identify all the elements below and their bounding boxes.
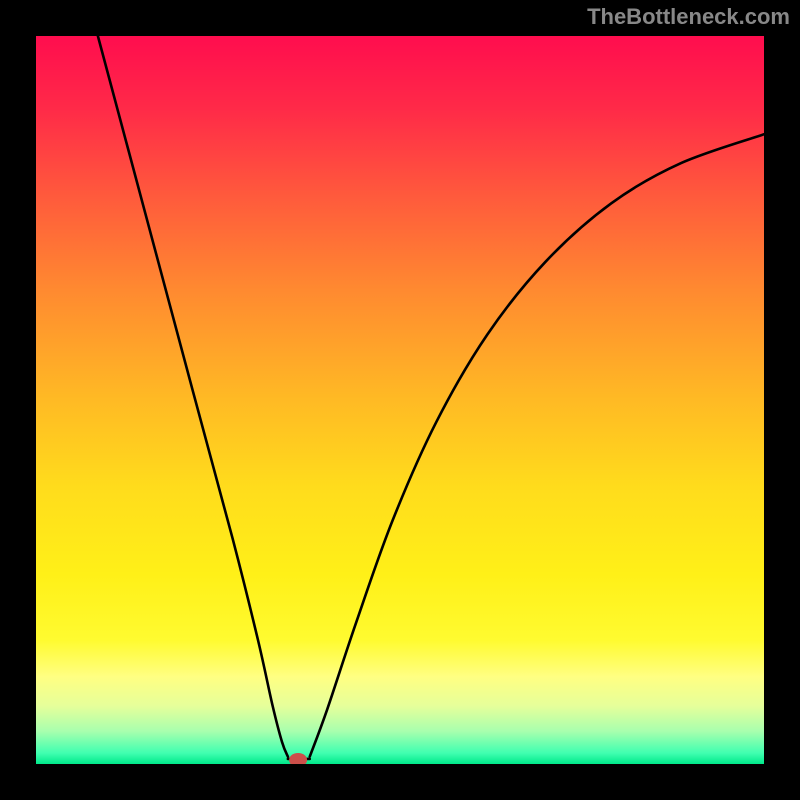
watermark-text: TheBottleneck.com: [587, 4, 790, 30]
chart-svg: [0, 0, 800, 800]
chart-root: TheBottleneck.com: [0, 0, 800, 800]
